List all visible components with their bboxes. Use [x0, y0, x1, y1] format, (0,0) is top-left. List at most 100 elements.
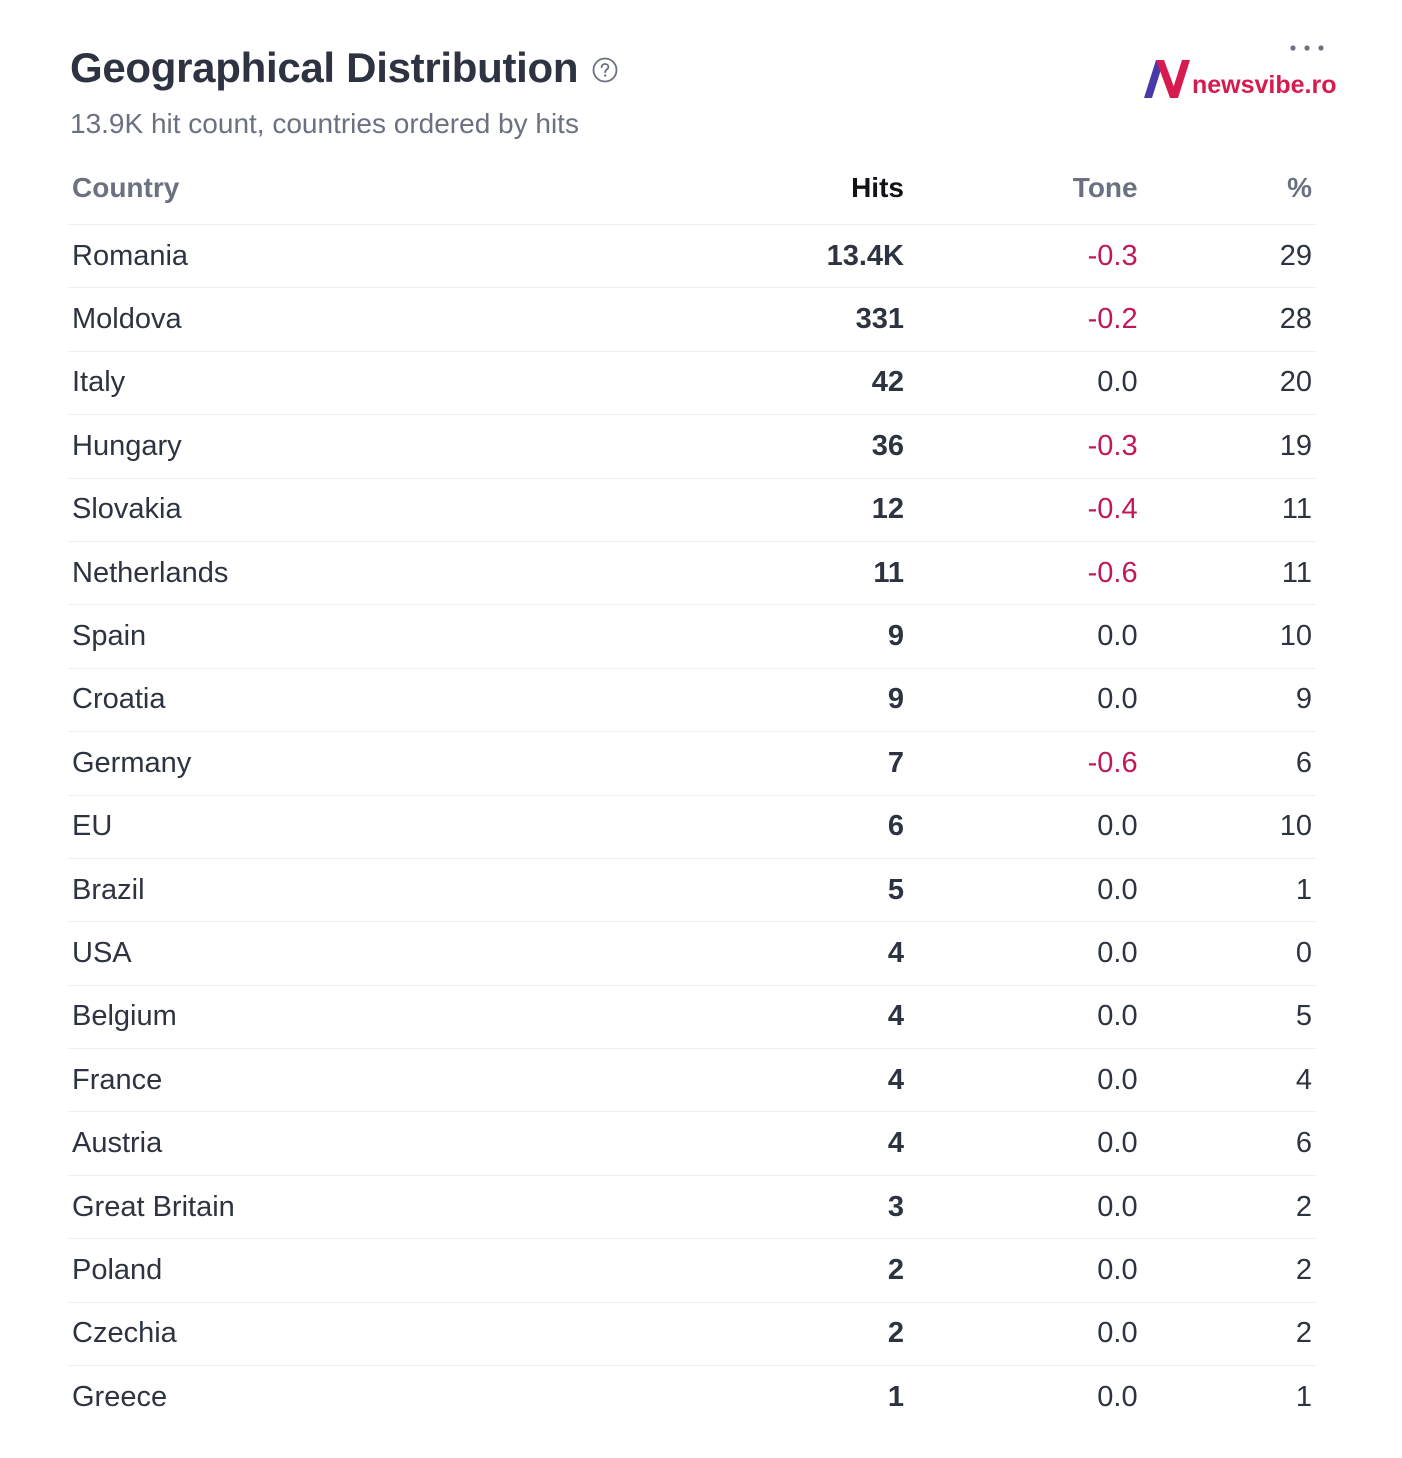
tone-cell: 0.0	[907, 1175, 1142, 1240]
country-cell: USA	[68, 921, 587, 986]
hits-cell: 2	[586, 1302, 908, 1367]
country-cell: Netherlands	[68, 541, 587, 606]
country-cell: Czechia	[68, 1302, 587, 1367]
table-body: Romania 13.4K -0.3 29 Moldova 331 -0.2 28 Ital…	[68, 224, 1316, 1429]
percent-cell: 6	[1141, 731, 1316, 796]
tone-cell: 0.0	[907, 1238, 1142, 1303]
table-row[interactable]: Germany 7 -0.6 6	[68, 731, 1316, 796]
ellipsis-icon[interactable]	[1287, 40, 1327, 56]
percent-cell: 6	[1141, 1111, 1316, 1176]
header-tone[interactable]: Tone	[907, 152, 1142, 225]
table-row[interactable]: EU 6 0.0 10	[68, 795, 1316, 859]
percent-cell: 0	[1141, 921, 1316, 986]
country-cell: Austria	[68, 1111, 587, 1176]
table-row[interactable]: Slovakia 12 -0.4 11	[68, 478, 1316, 542]
hits-cell: 9	[586, 668, 908, 733]
header-country[interactable]: Country	[68, 152, 587, 225]
table-row[interactable]: France 4 0.0 4	[68, 1048, 1316, 1113]
table-row[interactable]: Brazil 5 0.0 1	[68, 858, 1316, 923]
country-cell: France	[68, 1048, 587, 1113]
tone-cell: 0.0	[907, 1302, 1142, 1367]
percent-cell: 2	[1141, 1302, 1316, 1367]
tone-cell: 0.0	[907, 1111, 1142, 1176]
newsvibe-logo-mark-icon	[1144, 60, 1190, 98]
country-cell: Slovakia	[68, 478, 587, 542]
country-cell: Moldova	[68, 287, 587, 352]
percent-cell: 5	[1141, 985, 1316, 1050]
tone-cell: 0.0	[907, 858, 1142, 923]
percent-cell: 28	[1141, 287, 1316, 352]
country-cell: EU	[68, 795, 587, 859]
tone-cell: 0.0	[907, 921, 1142, 986]
tone-cell: -0.3	[907, 224, 1142, 289]
tone-cell: 0.0	[907, 985, 1142, 1050]
percent-cell: 2	[1141, 1175, 1316, 1240]
hits-cell: 42	[586, 351, 908, 416]
hits-cell: 3	[586, 1175, 908, 1240]
tone-cell: 0.0	[907, 668, 1142, 733]
hits-cell: 5	[586, 858, 908, 923]
percent-cell: 1	[1295, 1380, 1312, 1413]
newsvibe-logo: newsvibe.ro	[1142, 56, 1337, 100]
hits-cell: 9	[586, 604, 908, 669]
table-row[interactable]: Czechia 2 0.0 2	[68, 1302, 1316, 1367]
country-cell: Brazil	[68, 858, 587, 923]
country-cell: Poland	[68, 1238, 587, 1303]
table-row[interactable]: Spain 9 0.0 10	[68, 604, 1316, 669]
tone-cell: -0.4	[907, 478, 1142, 542]
table-row[interactable]: Italy 42 0.0 20	[68, 351, 1316, 416]
header-percent[interactable]: %	[1141, 152, 1316, 225]
percent-cell: 11	[1141, 541, 1316, 606]
hits-cell: 13.4K	[586, 224, 908, 289]
country-cell: Germany	[68, 731, 587, 796]
card-subtitle: 13.9K hit count, countries ordered by hi…	[70, 108, 579, 139]
tone-cell: -0.6	[907, 731, 1142, 796]
country-cell: Greece	[72, 1380, 168, 1413]
header-hits[interactable]: Hits	[586, 152, 908, 225]
hits-cell: 7	[586, 731, 908, 796]
table-row[interactable]: USA 4 0.0 0	[68, 921, 1316, 986]
table-row[interactable]: Greece 1 0.0 1	[68, 1366, 1316, 1429]
hits-cell: 331	[586, 287, 908, 352]
percent-cell: 1	[1141, 858, 1316, 923]
country-cell: Great Britain	[68, 1175, 587, 1240]
table-row[interactable]: Hungary 36 -0.3 19	[68, 414, 1316, 479]
table-row[interactable]: Belgium 4 0.0 5	[68, 985, 1316, 1050]
country-cell: Romania	[68, 224, 587, 289]
hits-cell: 4	[586, 1111, 908, 1176]
hits-cell: 4	[586, 1048, 908, 1113]
table-row[interactable]: Moldova 331 -0.2 28	[68, 287, 1316, 352]
percent-cell: 29	[1141, 224, 1316, 289]
table-row[interactable]: Netherlands 11 -0.6 11	[68, 541, 1316, 606]
tone-cell: 0.0	[907, 1048, 1142, 1113]
tone-cell: -0.6	[907, 541, 1142, 606]
percent-cell: 10	[1141, 795, 1316, 859]
tone-cell: -0.3	[907, 414, 1142, 479]
hits-cell: 6	[586, 795, 908, 859]
percent-cell: 9	[1141, 668, 1316, 733]
hits-cell: 2	[586, 1238, 908, 1303]
table-row[interactable]: Great Britain 3 0.0 2	[68, 1175, 1316, 1240]
logo-text: newsvibe.ro	[1192, 70, 1337, 99]
country-cell: Belgium	[68, 985, 587, 1050]
tone-cell: 0.0	[907, 795, 1142, 859]
table-row[interactable]: Austria 4 0.0 6	[68, 1111, 1316, 1176]
table-row[interactable]: Croatia 9 0.0 9	[68, 668, 1316, 733]
tone-cell: 0.0	[907, 351, 1142, 416]
question-circle-icon[interactable]	[592, 57, 618, 83]
percent-cell: 20	[1141, 351, 1316, 416]
hits-cell: 1	[887, 1380, 904, 1413]
hits-cell: 4	[586, 921, 908, 986]
card-title: Geographical Distribution	[70, 44, 579, 91]
tone-cell: 0.0	[907, 604, 1142, 669]
percent-cell: 4	[1141, 1048, 1316, 1113]
percent-cell: 19	[1141, 414, 1316, 479]
table-row[interactable]: Romania 13.4K -0.3 29	[68, 224, 1316, 289]
percent-cell: 2	[1141, 1238, 1316, 1303]
hits-cell: 11	[586, 541, 908, 606]
geo-table: Country Hits Tone % Romania 13.4K -0.3 29 M…	[68, 152, 1316, 1428]
percent-cell: 11	[1141, 478, 1316, 542]
tone-cell: -0.2	[907, 287, 1142, 352]
table-row[interactable]: Poland 2 0.0 2	[68, 1238, 1316, 1303]
